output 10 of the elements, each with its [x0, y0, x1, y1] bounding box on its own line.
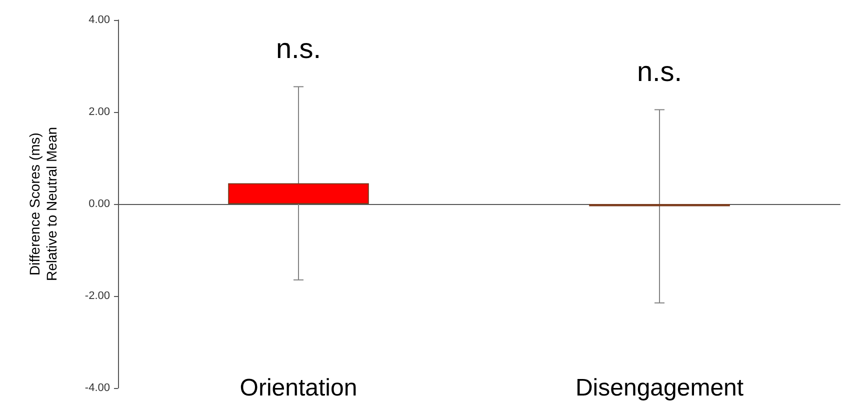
y-tick-label: 4.00: [88, 14, 110, 26]
y-tick-label: 2.00: [88, 106, 110, 118]
annotation: n.s.: [276, 33, 322, 64]
y-tick-label: 0.00: [88, 198, 110, 210]
x-tick-label: Orientation: [240, 374, 358, 402]
y-tick-label: -4.00: [84, 382, 110, 394]
y-tick-label: -2.00: [84, 290, 110, 302]
x-tick-label: Disengagement: [575, 374, 744, 402]
annotation: n.s.: [636, 56, 682, 88]
y-axis-title: Difference Scores (ms) Relative to Neutral Mean: [26, 126, 60, 282]
